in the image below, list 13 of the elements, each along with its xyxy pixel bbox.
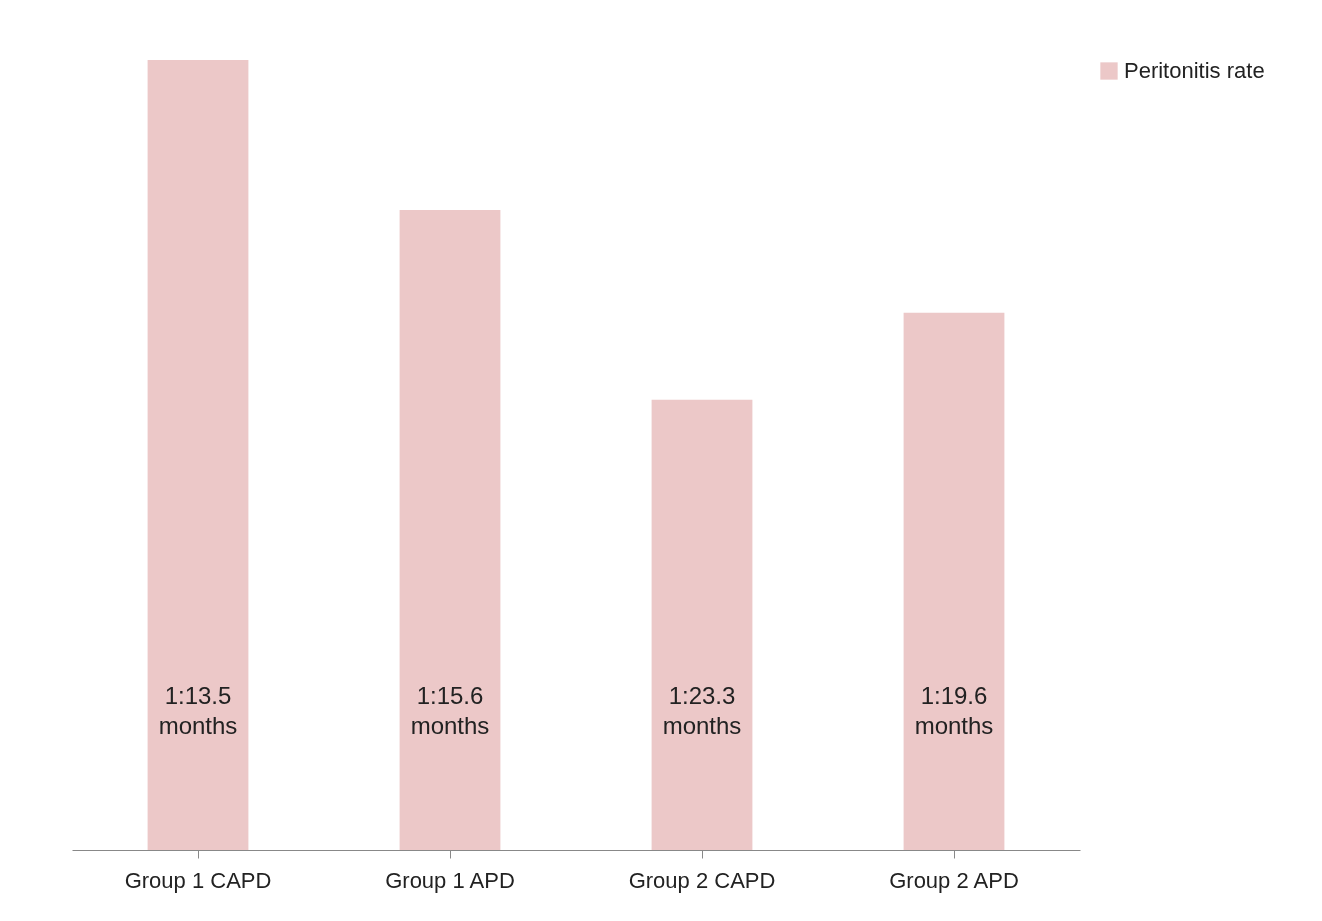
text: 1:13.5 months — [158, 682, 238, 739]
bar — [903, 312, 1005, 850]
x-tick-label: Group 2 APD — [889, 867, 1019, 893]
text: 1:19.6 months — [914, 682, 994, 739]
legend-label: Peritonitis rate — [1124, 58, 1265, 83]
bar — [399, 210, 501, 850]
text: 1:23.3 months — [662, 682, 742, 739]
x-tick-label: Group 1 CAPD — [124, 867, 272, 893]
x-tick-label: Group 2 CAPD — [628, 867, 776, 893]
text: 1:15.6 months — [410, 682, 490, 739]
bar — [147, 60, 249, 850]
x-tick-label: Group 1 APD — [385, 867, 515, 893]
bar — [651, 399, 753, 850]
